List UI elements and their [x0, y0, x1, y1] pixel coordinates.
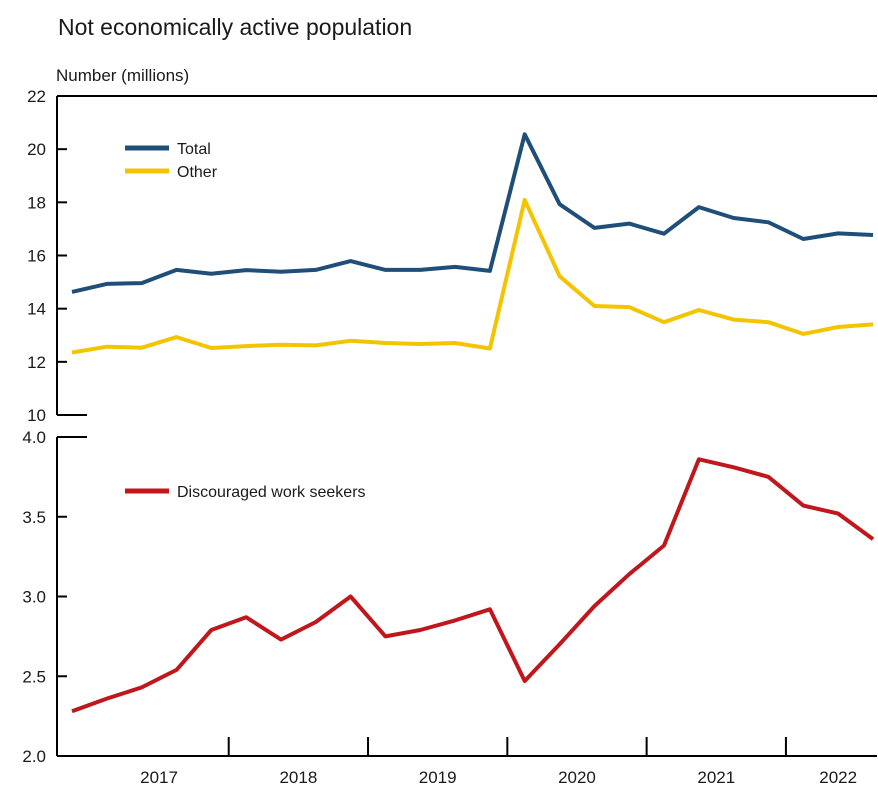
- series-line-discouraged-work-seekers: [71, 457, 875, 714]
- x-year-label: 2018: [279, 768, 317, 787]
- x-year-label: 2022: [819, 768, 857, 787]
- series-lines: [71, 132, 875, 714]
- legend-label-discouraged-work-seekers: Discouraged work seekers: [177, 484, 366, 501]
- series-line-total: [71, 132, 874, 294]
- y-tick-label: 14: [27, 300, 46, 319]
- y-tick-label: 2.5: [22, 667, 46, 686]
- y-tick-label: 20: [27, 140, 46, 159]
- x-year-label: 2021: [697, 768, 735, 787]
- y-tick-label: 10: [27, 406, 46, 425]
- legend-label-total: Total: [177, 141, 211, 158]
- legend-label-other: Other: [177, 164, 218, 181]
- x-year-label: 2017: [140, 768, 178, 787]
- chart-title: Not economically active population: [58, 14, 412, 40]
- y-tick-label: 3.0: [22, 588, 46, 607]
- y-tick-label: 18: [27, 193, 46, 212]
- y-tick-label: 22: [27, 87, 46, 106]
- y-tick-label: 12: [27, 353, 46, 372]
- y-axis-label: Number (millions): [56, 66, 189, 85]
- series-line-other: [71, 197, 874, 355]
- y-tick-label: 2.0: [22, 747, 46, 766]
- x-year-label: 2020: [558, 768, 596, 787]
- y-tick-label: 16: [27, 247, 46, 266]
- y-tick-label: 4.0: [22, 428, 46, 447]
- x-year-label: 2019: [419, 768, 457, 787]
- y-tick-label: 3.5: [22, 508, 46, 527]
- legend: Total Other Discouraged work seekers: [125, 141, 366, 501]
